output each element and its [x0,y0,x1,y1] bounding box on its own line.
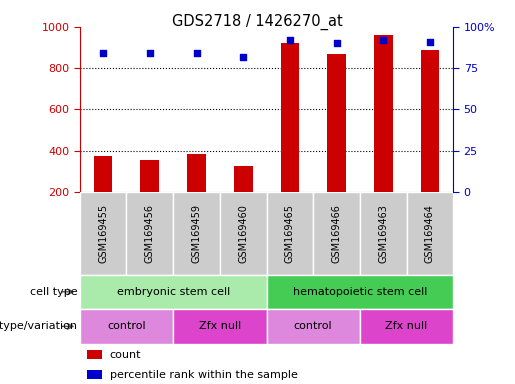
Text: hematopoietic stem cell: hematopoietic stem cell [293,287,427,297]
Text: GSM169463: GSM169463 [378,204,388,263]
Bar [360,309,453,344]
Point [426,39,434,45]
Point [99,50,107,56]
Text: count: count [110,349,141,359]
Text: GDS2718 / 1426270_at: GDS2718 / 1426270_at [172,13,343,30]
Text: embryonic stem cell: embryonic stem cell [116,287,230,297]
Text: GSM169455: GSM169455 [98,204,108,263]
Bar [88,370,102,379]
Bar [267,275,453,309]
Bar [267,192,313,275]
Bar [80,192,127,275]
Bar [141,160,159,192]
Bar [374,35,392,192]
Text: control: control [294,321,333,331]
Text: GSM169456: GSM169456 [145,204,155,263]
Bar [220,192,267,275]
Bar [234,166,252,192]
Bar [94,156,112,192]
Text: GSM169459: GSM169459 [192,204,201,263]
Text: cell type: cell type [30,287,77,297]
Bar [88,350,102,359]
Bar [173,309,267,344]
Bar [80,309,173,344]
Text: Zfx null: Zfx null [385,321,427,331]
Point [146,50,154,56]
Text: GSM169465: GSM169465 [285,204,295,263]
Text: Zfx null: Zfx null [199,321,241,331]
Bar [187,154,206,192]
Bar [327,54,346,192]
Bar [80,275,267,309]
Text: GSM169464: GSM169464 [425,204,435,263]
Text: GSM169460: GSM169460 [238,204,248,263]
Bar [421,50,439,192]
Bar [313,192,360,275]
Point [332,40,340,46]
Point [286,37,294,43]
Point [193,50,201,56]
Bar [127,192,173,275]
Bar [267,309,360,344]
Point [379,37,387,43]
Text: control: control [107,321,146,331]
Text: GSM169466: GSM169466 [332,204,341,263]
Text: percentile rank within the sample: percentile rank within the sample [110,370,298,380]
Text: genotype/variation: genotype/variation [0,321,77,331]
Bar [173,192,220,275]
Bar [360,192,406,275]
Bar [406,192,453,275]
Point [239,53,247,60]
Bar [281,43,299,192]
